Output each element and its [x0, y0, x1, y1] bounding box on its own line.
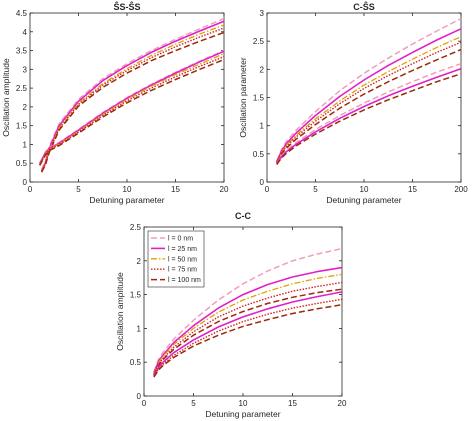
y-tick-label: 4.5 — [16, 9, 28, 18]
series-line-6 — [153, 291, 343, 377]
chart-panel-ss-ss: 0 5 10 15 20 0 0.5 1 1.5 2 2.5 3 3.5 4 4.5 ŜS-ŜS Detunin… — [1, 1, 229, 205]
series-line-2 — [275, 28, 462, 163]
y-tick-label: 0 — [137, 392, 142, 401]
chart-panel-c-ss: 0 5 10 15 200 0 0.5 1 1.5 2 2.5 3 C-ŜS Detuning param… — [238, 1, 468, 205]
y-tick-label: 2 — [260, 65, 265, 74]
y-axis-label: Oscillation amplitude — [1, 58, 11, 137]
legend-entry-label: l = 0 nm — [168, 236, 193, 243]
y-tick-label: 0 — [260, 178, 265, 187]
x-tick-label: 20 — [338, 399, 347, 408]
legend-entry-label: l = 25 nm — [168, 246, 197, 253]
x-tick-label: 5 — [191, 399, 196, 408]
series-line-4 — [153, 281, 343, 375]
series-line-9 — [39, 55, 225, 166]
x-tick-label: 0 — [265, 185, 270, 194]
x-tick-label: 15 — [288, 399, 297, 408]
series-line-8 — [153, 303, 343, 378]
x-axis-label: Detuning parameter — [326, 195, 401, 205]
x-tick-label: 15 — [408, 185, 417, 194]
x-tick-label: 10 — [239, 399, 248, 408]
legend-entry-label: l = 50 nm — [168, 256, 197, 263]
y-axis-label: Oscillation parameter — [238, 57, 248, 137]
x-axis-label: Detuning parameter — [89, 195, 164, 205]
x-tick-label: 0 — [28, 185, 33, 194]
x-tick-label: 200 — [454, 185, 468, 194]
y-tick-label: 1 — [137, 324, 142, 333]
series-line-2 — [153, 266, 343, 374]
series-line-3 — [276, 36, 462, 163]
y-tick-label: 1 — [260, 122, 265, 131]
legend-entry-label: l = 100 nm — [168, 277, 201, 284]
x-tick-label: 15 — [171, 185, 180, 194]
x-axis-label: Detuning parameter — [205, 409, 280, 419]
series-line-4 — [40, 27, 225, 173]
series-line-7 — [153, 298, 343, 377]
plot-area — [266, 12, 462, 183]
y-tick-label: 4 — [23, 28, 28, 37]
y-tick-label: 2.5 — [253, 37, 265, 46]
legend-entry-label: l = 75 nm — [168, 267, 197, 274]
y-tick-label: 2 — [23, 103, 28, 112]
series-line-4 — [276, 41, 462, 163]
chart-panel-c-c: 0 5 10 15 20 0 0.5 1 1.5 2 2.5 C-C Detuning paramete… — [115, 211, 347, 419]
y-tick-label: 2.5 — [16, 84, 28, 93]
y-tick-label: 1.5 — [16, 122, 28, 131]
series-line-7 — [276, 68, 462, 165]
chart-title: C-ŜS — [353, 1, 375, 12]
y-tick-label: 3 — [23, 65, 28, 74]
y-tick-label: 2.5 — [130, 223, 142, 232]
y-tick-label: 3.5 — [16, 47, 28, 56]
y-tick-label: 0.5 — [253, 150, 265, 159]
x-tick-label: 5 — [313, 185, 318, 194]
y-axis-label: Oscillation amplitude — [115, 272, 125, 351]
chart-title: ŜS-ŜS — [113, 1, 140, 12]
series-line-5 — [276, 48, 462, 164]
series-line-10 — [39, 58, 225, 166]
series-line-3 — [41, 24, 225, 172]
y-tick-label: 2 — [137, 257, 142, 266]
series-line-1 — [153, 247, 343, 372]
series-line-1 — [276, 17, 462, 162]
y-tick-label: 0 — [23, 178, 28, 187]
y-tick-label: 1.5 — [130, 291, 142, 300]
series-line-5 — [153, 288, 343, 376]
chart-title: C-C — [235, 211, 251, 221]
y-tick-label: 0.5 — [130, 358, 142, 367]
x-tick-label: 10 — [360, 185, 369, 194]
x-tick-label: 5 — [76, 185, 81, 194]
y-tick-label: 3 — [260, 9, 265, 18]
y-tick-label: 0.5 — [16, 159, 28, 168]
y-tick-label: 1.5 — [253, 94, 265, 103]
legend-box — [147, 230, 205, 288]
x-tick-label: 20 — [220, 185, 229, 194]
series-line-8 — [276, 73, 462, 165]
x-tick-label: 10 — [123, 185, 132, 194]
x-tick-label: 0 — [142, 399, 147, 408]
y-tick-label: 1 — [23, 140, 28, 149]
legend: l = 0 nm l = 25 nm l = 50 nm l = 75 nm l = 1… — [147, 230, 205, 288]
